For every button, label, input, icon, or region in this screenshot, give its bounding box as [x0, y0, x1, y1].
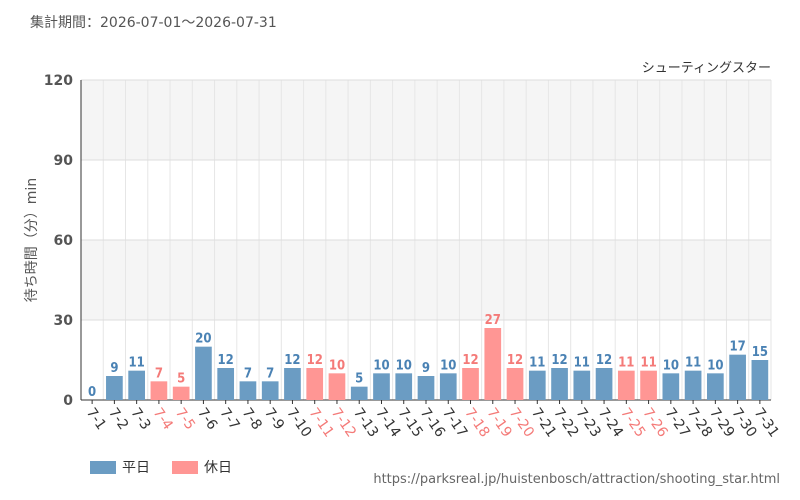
- bar: [261, 381, 279, 400]
- bar-value-label: 12: [307, 353, 323, 368]
- bar: [128, 370, 145, 400]
- bar-value-label: 10: [707, 358, 723, 373]
- bar-value-label: 12: [596, 353, 612, 368]
- bar: [551, 368, 568, 400]
- x-tick-label: 7-9: [261, 405, 287, 433]
- chart-bars: [106, 328, 769, 400]
- source-url: https://parksreal.jp/huistenbosch/attrac…: [373, 472, 780, 487]
- bar: [284, 368, 301, 400]
- period-label: 集計期間：2026-07-01〜2026-07-31: [30, 15, 277, 31]
- x-tick-label: 7-5: [172, 405, 198, 433]
- y-tick-label: 90: [54, 153, 74, 169]
- bar-value-label: 17: [729, 340, 745, 355]
- bar-value-label: 7: [266, 366, 274, 381]
- legend-weekday: 平日: [90, 457, 150, 477]
- holiday-swatch: [172, 460, 198, 474]
- x-tick-label: 7-31: [751, 405, 782, 440]
- bar-value-label: 9: [110, 361, 118, 376]
- bar: [617, 370, 635, 400]
- bar: [172, 386, 190, 400]
- weekday-swatch: [90, 460, 116, 474]
- bar: [662, 373, 680, 400]
- grid-band: [81, 80, 771, 160]
- bar-value-label: 11: [574, 356, 590, 371]
- bar: [506, 368, 524, 400]
- bar: [439, 373, 457, 400]
- x-tick-label: 7-2: [105, 405, 131, 433]
- bar: [195, 346, 212, 400]
- bar: [640, 370, 657, 400]
- bar: [217, 368, 235, 400]
- bar: [684, 370, 702, 400]
- bar: [729, 354, 746, 400]
- bar-value-label: 20: [195, 332, 211, 347]
- bar: [573, 370, 591, 400]
- bar-value-label: 15: [752, 345, 768, 360]
- bar: [707, 373, 724, 400]
- bar: [350, 386, 368, 400]
- bar: [395, 373, 413, 400]
- bar: [106, 376, 123, 400]
- x-tick-label: 7-8: [239, 405, 265, 433]
- grid-band: [81, 160, 771, 240]
- x-tick-label: 7-1: [83, 405, 109, 433]
- grid-band: [81, 240, 771, 320]
- bar-value-label: 11: [129, 356, 145, 371]
- bar: [328, 373, 346, 400]
- x-tick-label: 7-6: [194, 405, 220, 433]
- x-tick-label: 7-3: [127, 405, 153, 433]
- bar-value-label: 11: [529, 356, 545, 371]
- bar-value-label: 10: [373, 358, 389, 373]
- bar: [239, 381, 257, 400]
- bar: [150, 381, 168, 400]
- bar-value-label: 7: [244, 366, 252, 381]
- bar-value-label: 12: [218, 353, 234, 368]
- bar-value-label: 5: [177, 372, 185, 387]
- bar-value-label: 7: [155, 366, 163, 381]
- bar-value-label: 10: [329, 358, 345, 373]
- bar: [417, 376, 435, 400]
- legend-weekday-label: 平日: [122, 460, 150, 476]
- bar-value-label: 0: [88, 385, 96, 400]
- bar-value-label: 11: [640, 356, 656, 371]
- bar: [751, 360, 769, 400]
- chart-x-ticks: 7-17-27-37-47-57-67-77-87-97-107-117-127…: [83, 400, 782, 440]
- x-tick-label: 7-4: [150, 405, 176, 433]
- y-tick-label: 60: [54, 233, 74, 249]
- bar-value-label: 9: [422, 361, 430, 376]
- y-tick-label: 0: [63, 393, 73, 409]
- bar-value-label: 12: [507, 353, 523, 368]
- bar: [484, 328, 502, 400]
- bar: [462, 368, 479, 400]
- chart-y-ticks: 0 30 60 90 120: [44, 73, 73, 409]
- y-axis-label: 待ち時間（分）min: [24, 178, 40, 302]
- y-tick-label: 120: [44, 73, 73, 89]
- bar-value-label: 12: [551, 353, 567, 368]
- x-tick-label: 7-7: [216, 405, 242, 433]
- bar-value-label: 27: [485, 313, 501, 328]
- y-tick-label: 30: [54, 313, 74, 329]
- bar-value-label: 12: [284, 353, 300, 368]
- bar-value-label: 11: [618, 356, 634, 371]
- chart-grid: [80, 79, 772, 401]
- chart-title: シューティングスター: [642, 61, 771, 76]
- bar-value-label: 10: [440, 358, 456, 373]
- bar-value-label: 11: [685, 356, 701, 371]
- legend-holiday: 休日: [172, 457, 232, 477]
- bar: [528, 370, 546, 400]
- bar-value-label: 12: [462, 353, 478, 368]
- bar-value-label: 10: [396, 358, 412, 373]
- legend-holiday-label: 休日: [204, 460, 232, 476]
- bar: [373, 373, 390, 400]
- bar-value-label: 10: [663, 358, 679, 373]
- bar-value-label: 5: [355, 372, 363, 387]
- bar: [306, 368, 324, 400]
- chart-legend: 平日 休日: [90, 457, 232, 477]
- bar: [595, 368, 613, 400]
